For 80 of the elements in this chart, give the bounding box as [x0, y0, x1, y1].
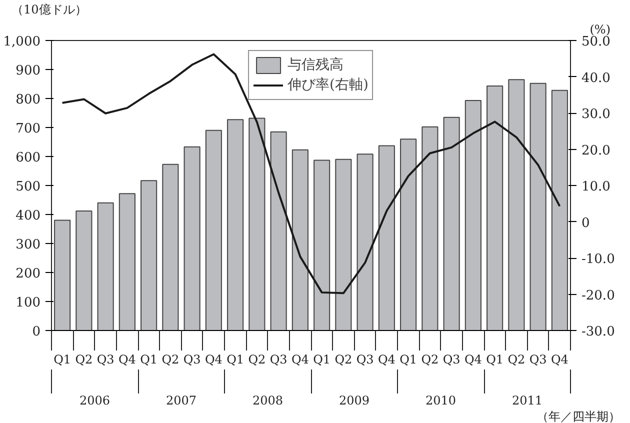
- bar: [314, 160, 330, 330]
- bar: [270, 131, 287, 330]
- y-tick-label: 100: [16, 296, 41, 310]
- bar: [76, 210, 92, 330]
- y-axis-title: （10億ドル）: [12, 2, 87, 16]
- bar: [508, 79, 525, 330]
- x-tick-label: Q1: [226, 352, 244, 366]
- bar: [551, 90, 568, 330]
- bar: [227, 119, 244, 330]
- x-tick-label: Q2: [162, 352, 180, 366]
- bar: [140, 180, 158, 330]
- text: 2009: [338, 394, 370, 408]
- bar: [162, 164, 179, 330]
- x-tick-label: Q1: [54, 352, 72, 366]
- x-tick-label: Q1: [400, 352, 418, 366]
- x-tick-label: Q3: [529, 352, 547, 366]
- bar: [292, 149, 308, 330]
- x-tick-label: Q2: [248, 352, 266, 366]
- x-tick-label: Q2: [421, 352, 439, 366]
- y2-tick-label: 10.0: [582, 180, 610, 194]
- bar: [530, 82, 546, 330]
- bar: [400, 138, 417, 330]
- bar: [356, 154, 374, 330]
- y2-tick-label: -20.0: [582, 288, 615, 304]
- x-tick-label: Q3: [183, 352, 201, 366]
- y2-tick-label: 40.0: [582, 70, 610, 86]
- text: 2008: [252, 394, 284, 408]
- x-tick-label: Q3: [442, 352, 460, 366]
- bar: [443, 116, 460, 330]
- bar: [464, 100, 482, 330]
- y-tick-label: 500: [16, 180, 41, 194]
- y2-axis-title: (%): [590, 22, 610, 36]
- x-tick-label: Q1: [140, 352, 158, 366]
- y-tick-label: 200: [16, 266, 41, 282]
- y2-tick-label: -30.0: [582, 324, 615, 340]
- bar: [205, 130, 222, 330]
- x-tick-label: Q4: [118, 352, 136, 366]
- y2-tick-label: 50.0: [582, 34, 610, 50]
- x-tick-label: Q4: [204, 352, 223, 366]
- y2-tick-label: -10.0: [582, 252, 615, 267]
- x-tick-label: Q2: [334, 352, 352, 366]
- y2-tick-label: 20.0: [582, 143, 610, 158]
- line-series: [61, 53, 561, 294]
- y-tick-label: 600: [16, 150, 41, 166]
- text: 2011: [512, 394, 543, 408]
- x-tick-label: Q1: [486, 352, 504, 366]
- bar: [97, 202, 114, 330]
- text: 2006: [79, 394, 110, 408]
- x-tick-label: Q3: [270, 352, 288, 366]
- x-tick-label: Q3: [96, 352, 114, 366]
- x-tick-label: Q4: [378, 352, 396, 366]
- y2-tick-label: 30.0: [582, 107, 610, 122]
- bar: [335, 158, 352, 330]
- y-tick-label: 700: [16, 122, 41, 136]
- y-tick-label: 400: [16, 208, 41, 224]
- x-tick-label: Q4: [464, 352, 482, 366]
- x-tick-label: Q2: [75, 352, 93, 366]
- bar: [378, 145, 395, 330]
- text: 2007: [166, 394, 197, 408]
- x-tick-label: Q3: [356, 352, 374, 366]
- y-tick-label: 300: [16, 238, 41, 252]
- x-axis-title: （年／四半期）: [536, 410, 620, 423]
- x-tick-label: Q4: [550, 352, 569, 366]
- legend-label: 与信残高: [288, 56, 344, 74]
- y-tick-label: 800: [16, 92, 41, 108]
- bar: [422, 126, 438, 330]
- bar: [184, 146, 200, 330]
- legend-label: 伸び率(右軸): [288, 76, 368, 94]
- bar: [486, 86, 504, 330]
- text: 2010: [425, 394, 456, 408]
- x-tick-label: Q4: [291, 352, 310, 366]
- y-tick-label: 900: [16, 64, 41, 78]
- bar: [54, 220, 71, 330]
- y2-tick-label: 0: [582, 216, 590, 231]
- x-tick-label: Q2: [508, 352, 526, 366]
- y-tick-label: 1,000: [3, 34, 40, 50]
- bar: [118, 193, 136, 330]
- x-tick-label: Q1: [313, 352, 331, 366]
- bar: [248, 118, 266, 330]
- y-tick-label: 0: [32, 324, 41, 340]
